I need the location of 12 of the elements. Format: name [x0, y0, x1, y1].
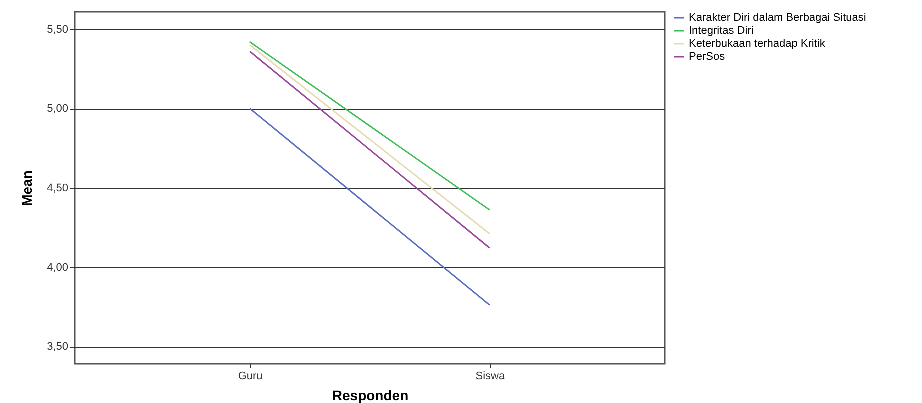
legend-label: Karakter Diri dalam Berbagai Situasi: [689, 12, 866, 24]
y-axis-title: Mean: [19, 170, 36, 206]
y-tick-label: 4,50: [47, 182, 68, 194]
y-tick-label: 4,00: [47, 262, 68, 274]
legend-label: Integritas Diri: [689, 25, 754, 37]
legend-label: PerSos: [689, 51, 726, 63]
y-tick-label: 3,50: [47, 341, 68, 354]
legend-label: Keterbukaan terhadap Kritik: [689, 38, 826, 50]
y-tick-label: 5,50: [47, 24, 68, 36]
x-tick-label: Siswa: [476, 370, 506, 382]
x-tick-label: Guru: [238, 370, 263, 382]
y-tick-label: 5,00: [47, 103, 68, 116]
